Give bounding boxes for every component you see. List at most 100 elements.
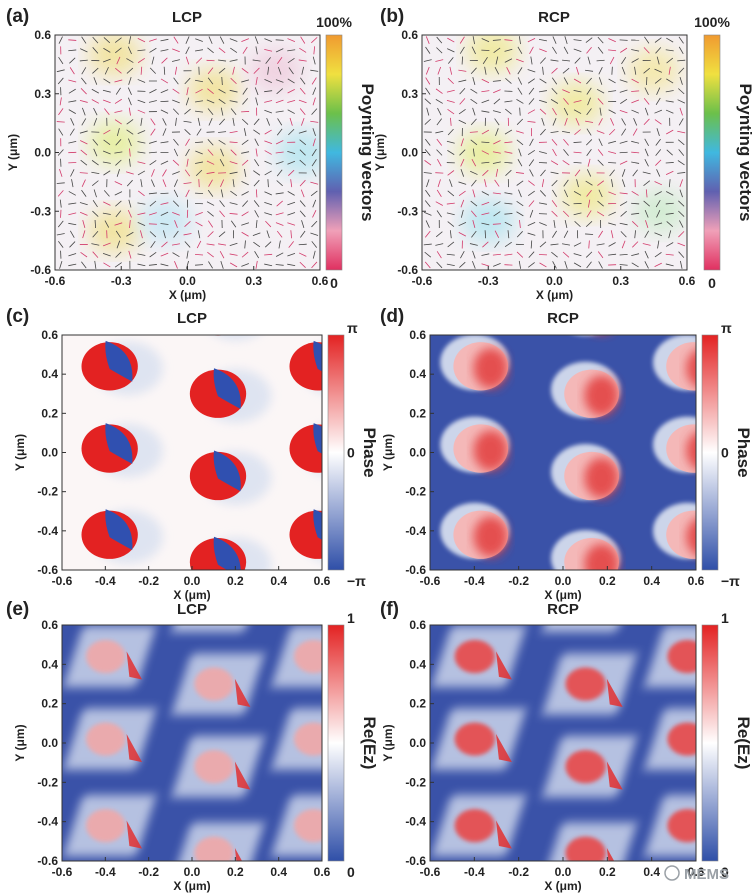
vector-arrow [301,220,305,228]
vector-arrow [424,230,431,238]
field-core [85,722,126,756]
field-tip [606,848,615,861]
vector-arrow [287,89,295,94]
y-tick-label: 0.3 [34,87,51,101]
vector-arrow [299,47,307,53]
vector-arrow [81,36,87,44]
vector-arrow [79,59,88,62]
vector-arrow [290,230,292,239]
x-tick-label: -0.2 [138,865,159,879]
vector-arrow [481,78,490,84]
vector-arrow [563,230,569,238]
vector-arrow [229,38,238,42]
vector-arrow [311,77,317,85]
y-tick-label: 0.0 [34,146,51,160]
vector-arrow [126,129,134,135]
vector-arrow [185,36,190,44]
vector-arrow [275,252,284,257]
vector-arrow [275,110,284,113]
vector-arrow [114,110,123,113]
vector-arrow [287,222,296,226]
vector-arrow [492,223,501,225]
vector-arrow [207,88,214,95]
vector-arrow [504,151,513,154]
structure-field [652,502,696,559]
vector-arrow [126,58,134,63]
vector-arrow [114,79,123,83]
vector-arrow [267,179,269,188]
vector-arrow [678,118,684,126]
intensity-blob [466,35,519,73]
vector-arrow [539,78,547,84]
x-tick-label: 0.0 [546,274,563,288]
field-tip [235,596,250,624]
vector-arrow [195,57,203,64]
phase-core [584,375,619,417]
x-tick-label: 0.4 [270,574,287,588]
field-core [454,808,495,843]
vector-arrow [654,232,663,237]
vector-arrow [552,118,557,126]
vector-arrow [174,66,178,75]
vector-arrow [424,261,431,269]
vector-arrow [573,151,582,154]
vector-arrow [550,171,559,175]
vector-arrow [114,191,123,196]
y-tick-label: 0.6 [401,28,418,42]
vector-arrow [643,118,650,126]
vector-arrow [447,48,455,53]
y-tick-label: -0.2 [405,485,426,499]
vector-arrow [137,202,146,205]
vector-arrow [68,79,77,83]
vector-arrow [608,191,616,196]
panel-label: (d) [380,306,404,327]
vector-arrow [631,90,640,92]
vector-arrow [519,220,521,229]
vector-arrow [174,261,178,269]
vector-arrow [206,160,215,165]
x-tick-label: 0.6 [688,865,705,879]
vector-arrow [218,47,226,54]
vector-arrow [218,243,227,246]
vector-arrow [484,179,487,188]
vector-arrow [495,168,499,177]
y-tick-label: 0.4 [41,657,58,671]
vector-arrow [678,67,685,74]
vector-arrow [654,78,662,84]
vector-arrow [267,66,270,75]
vector-arrow [643,67,651,74]
vector-arrow [528,159,535,167]
y-tick-label: -0.4 [37,524,58,538]
vector-arrow [299,210,306,218]
vector-field [423,36,686,269]
vector-arrow [608,253,617,256]
x-tick-label: -0.3 [478,274,499,288]
vector-arrow [114,98,122,104]
panel-label: (f) [380,599,399,620]
vector-arrow [275,161,284,165]
vector-arrow [492,161,501,164]
y-tick-label: 0.4 [409,367,426,381]
vector-arrow [573,78,582,84]
x-axis-label: X (μm) [544,879,581,893]
vector-arrow [494,179,500,187]
y-axis-label: Y (μm) [6,134,20,171]
vector-arrow [563,98,569,105]
vector-arrow [103,201,111,206]
vector-arrow [195,212,203,216]
vector-arrow [654,191,662,196]
vector-arrow [528,200,535,207]
vector-arrow [150,179,155,187]
vector-arrow [435,243,444,246]
vector-arrow [312,97,316,106]
structure-field [189,368,272,423]
x-tick-label: 0.4 [643,574,660,588]
vector-arrow [300,189,305,198]
panel-title: RCP [547,310,579,327]
y-tick-label: 0.2 [409,406,426,420]
vector-arrow [665,90,674,93]
vector-arrow [310,190,318,197]
vector-arrow [127,209,132,218]
vector-arrow [619,253,628,256]
vector-arrow [481,150,490,155]
